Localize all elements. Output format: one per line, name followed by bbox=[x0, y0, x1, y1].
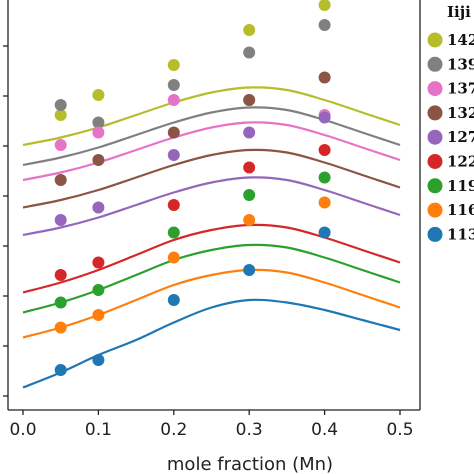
legend-marker-122 bbox=[427, 154, 443, 169]
series-127-point bbox=[92, 201, 105, 214]
legend-marker-116 bbox=[427, 202, 443, 218]
series-137-point bbox=[54, 139, 67, 151]
series-122-point bbox=[318, 144, 331, 156]
series-113-point bbox=[92, 354, 105, 366]
series-122-point bbox=[243, 161, 256, 174]
series-139-point bbox=[318, 19, 331, 31]
series-139-point bbox=[54, 99, 67, 111]
x-tick-label: 0.5 bbox=[386, 420, 413, 440]
y-ticks bbox=[3, 45, 8, 397]
series-137-point bbox=[92, 126, 105, 139]
series-137-curve bbox=[22, 121, 401, 182]
x-tick-label: 0.4 bbox=[311, 420, 338, 440]
legend-marker-1190 bbox=[427, 178, 443, 194]
series-122-point bbox=[54, 269, 67, 281]
series-113-curve bbox=[22, 298, 401, 389]
legend-label-113: 113 bbox=[447, 225, 474, 243]
series-139-curve bbox=[22, 106, 401, 167]
legend: Iiji 142 139 137 132 127 122 1190 116 113 bbox=[427, 3, 474, 243]
series-116-point bbox=[243, 214, 256, 226]
series-127-point bbox=[167, 149, 180, 161]
series-142-point bbox=[318, 0, 331, 11]
legend-marker-113 bbox=[427, 226, 443, 242]
series-122-point bbox=[167, 199, 180, 211]
series-127-point bbox=[54, 214, 67, 226]
series-142-point bbox=[54, 109, 67, 121]
legend-label-142: 142 bbox=[447, 31, 474, 49]
series-113-point bbox=[54, 364, 67, 376]
x-axis-label: mole fraction (Mn) bbox=[167, 454, 333, 474]
series-116-point bbox=[54, 321, 67, 334]
series-132-point bbox=[92, 154, 105, 166]
series-139-point bbox=[92, 116, 105, 129]
x-tick-label: 0.2 bbox=[160, 420, 187, 440]
legend-label-1190: 1190 bbox=[447, 177, 474, 195]
series-1190-point bbox=[318, 171, 331, 184]
legend-label-127: 127 bbox=[447, 128, 474, 146]
legend-label-116: 116 bbox=[447, 201, 474, 219]
series-142-curve bbox=[22, 86, 401, 147]
legend-marker-142 bbox=[427, 32, 443, 48]
legend-marker-139 bbox=[427, 56, 443, 72]
legend-marker-132 bbox=[427, 105, 443, 121]
series-113-point bbox=[318, 226, 331, 239]
series-127-point bbox=[243, 126, 256, 139]
series-132-point bbox=[167, 126, 180, 139]
x-tick-label: 0.3 bbox=[236, 420, 263, 440]
legend-label-139: 139 bbox=[447, 55, 474, 73]
series-116-curve bbox=[22, 268, 401, 339]
series-132-point bbox=[243, 94, 256, 106]
series-142-point bbox=[167, 59, 180, 71]
series-142-point bbox=[92, 89, 105, 101]
x-tick-label: 0.1 bbox=[85, 420, 112, 440]
x-tick-label: 0.0 bbox=[9, 420, 36, 440]
series-116-point bbox=[167, 251, 180, 264]
series-1190-point bbox=[54, 296, 67, 309]
legend-label-137: 137 bbox=[447, 80, 474, 98]
series-113-point bbox=[243, 264, 256, 276]
series-1190-curve bbox=[22, 243, 401, 314]
series-113-point bbox=[167, 294, 180, 306]
axes bbox=[7, 0, 421, 411]
series-116-point bbox=[92, 309, 105, 321]
series-127-point bbox=[318, 111, 331, 124]
series-1190-point bbox=[243, 189, 256, 201]
plot-area bbox=[22, 0, 401, 389]
series-1190-point bbox=[92, 284, 105, 296]
series-132-point bbox=[318, 71, 331, 84]
series-132-curve bbox=[22, 148, 401, 209]
series-116-point bbox=[318, 196, 331, 209]
series-1190-point bbox=[167, 226, 180, 239]
legend-marker-137 bbox=[427, 81, 443, 97]
series-127-curve bbox=[22, 176, 401, 237]
series-139-point bbox=[243, 46, 256, 59]
legend-label-132: 132 bbox=[447, 104, 474, 122]
series-142-point bbox=[243, 24, 256, 36]
series-137-point bbox=[167, 94, 180, 106]
legend-label-122: 122 bbox=[447, 153, 474, 171]
series-122-point bbox=[92, 256, 105, 269]
x-ticks: 0.0 0.1 0.2 0.3 0.4 0.5 bbox=[9, 410, 414, 440]
series-139-point bbox=[167, 79, 180, 91]
series-132-point bbox=[54, 174, 67, 186]
legend-marker-127 bbox=[427, 129, 443, 145]
legend-title: Iiji bbox=[447, 3, 471, 21]
series-122-curve bbox=[22, 223, 401, 294]
